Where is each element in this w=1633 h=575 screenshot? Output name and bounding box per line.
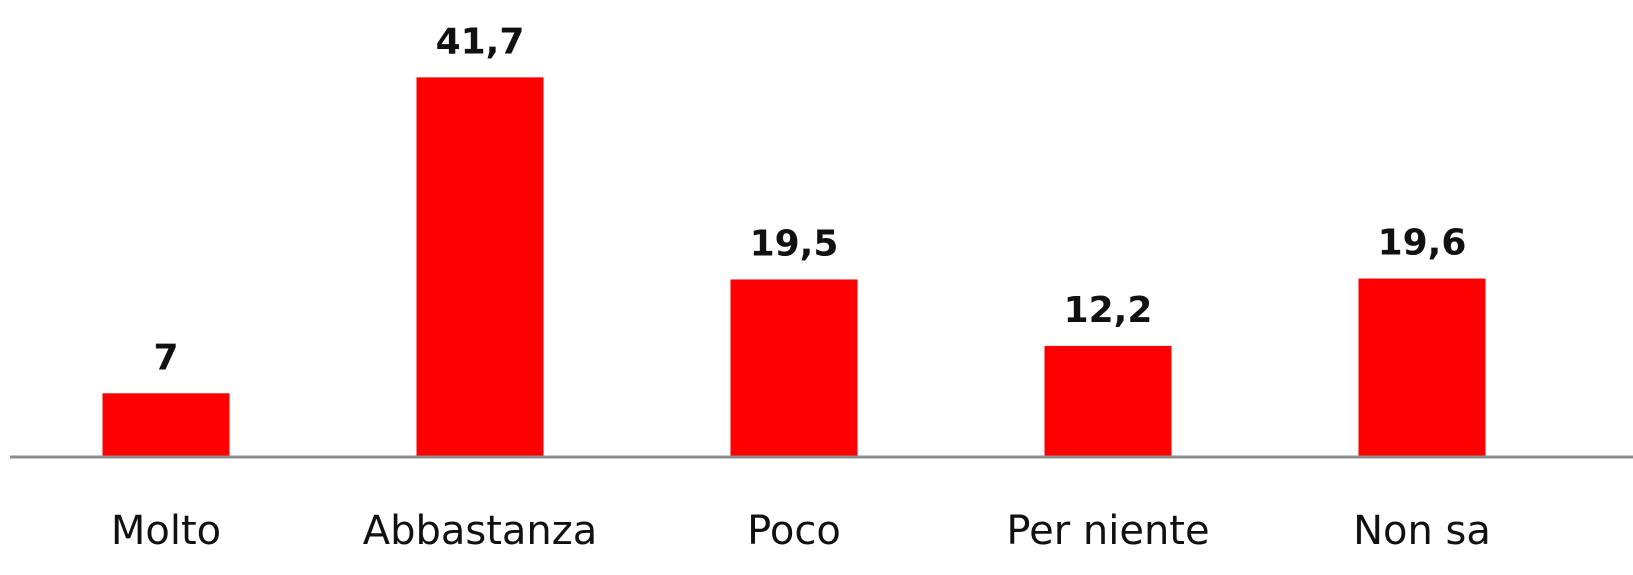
data-label-molto: 7 [153,337,178,378]
category-label-poco: Poco [747,508,841,554]
data-label-abbastanza: 41,7 [436,21,525,62]
category-label-non-sa: Non sa [1353,508,1491,554]
bar-poco [730,279,858,457]
bar-molto [102,393,230,457]
bars-layer [102,77,1486,457]
category-label-abbastanza: Abbastanza [363,508,598,554]
data-label-non-sa: 19,6 [1378,223,1467,264]
category-label-per-niente: Per niente [1006,508,1209,554]
value-labels-layer: 7 41,7 19,5 12,2 19,6 [153,21,1466,378]
data-label-per-niente: 12,2 [1064,290,1153,331]
bar-abbastanza [416,77,544,457]
category-labels-layer: Molto Abbastanza Poco Per niente Non sa [111,508,1491,554]
data-label-poco: 19,5 [750,223,839,264]
category-label-molto: Molto [111,508,221,554]
bar-per-niente [1044,345,1172,457]
bar-non-sa [1358,278,1486,457]
